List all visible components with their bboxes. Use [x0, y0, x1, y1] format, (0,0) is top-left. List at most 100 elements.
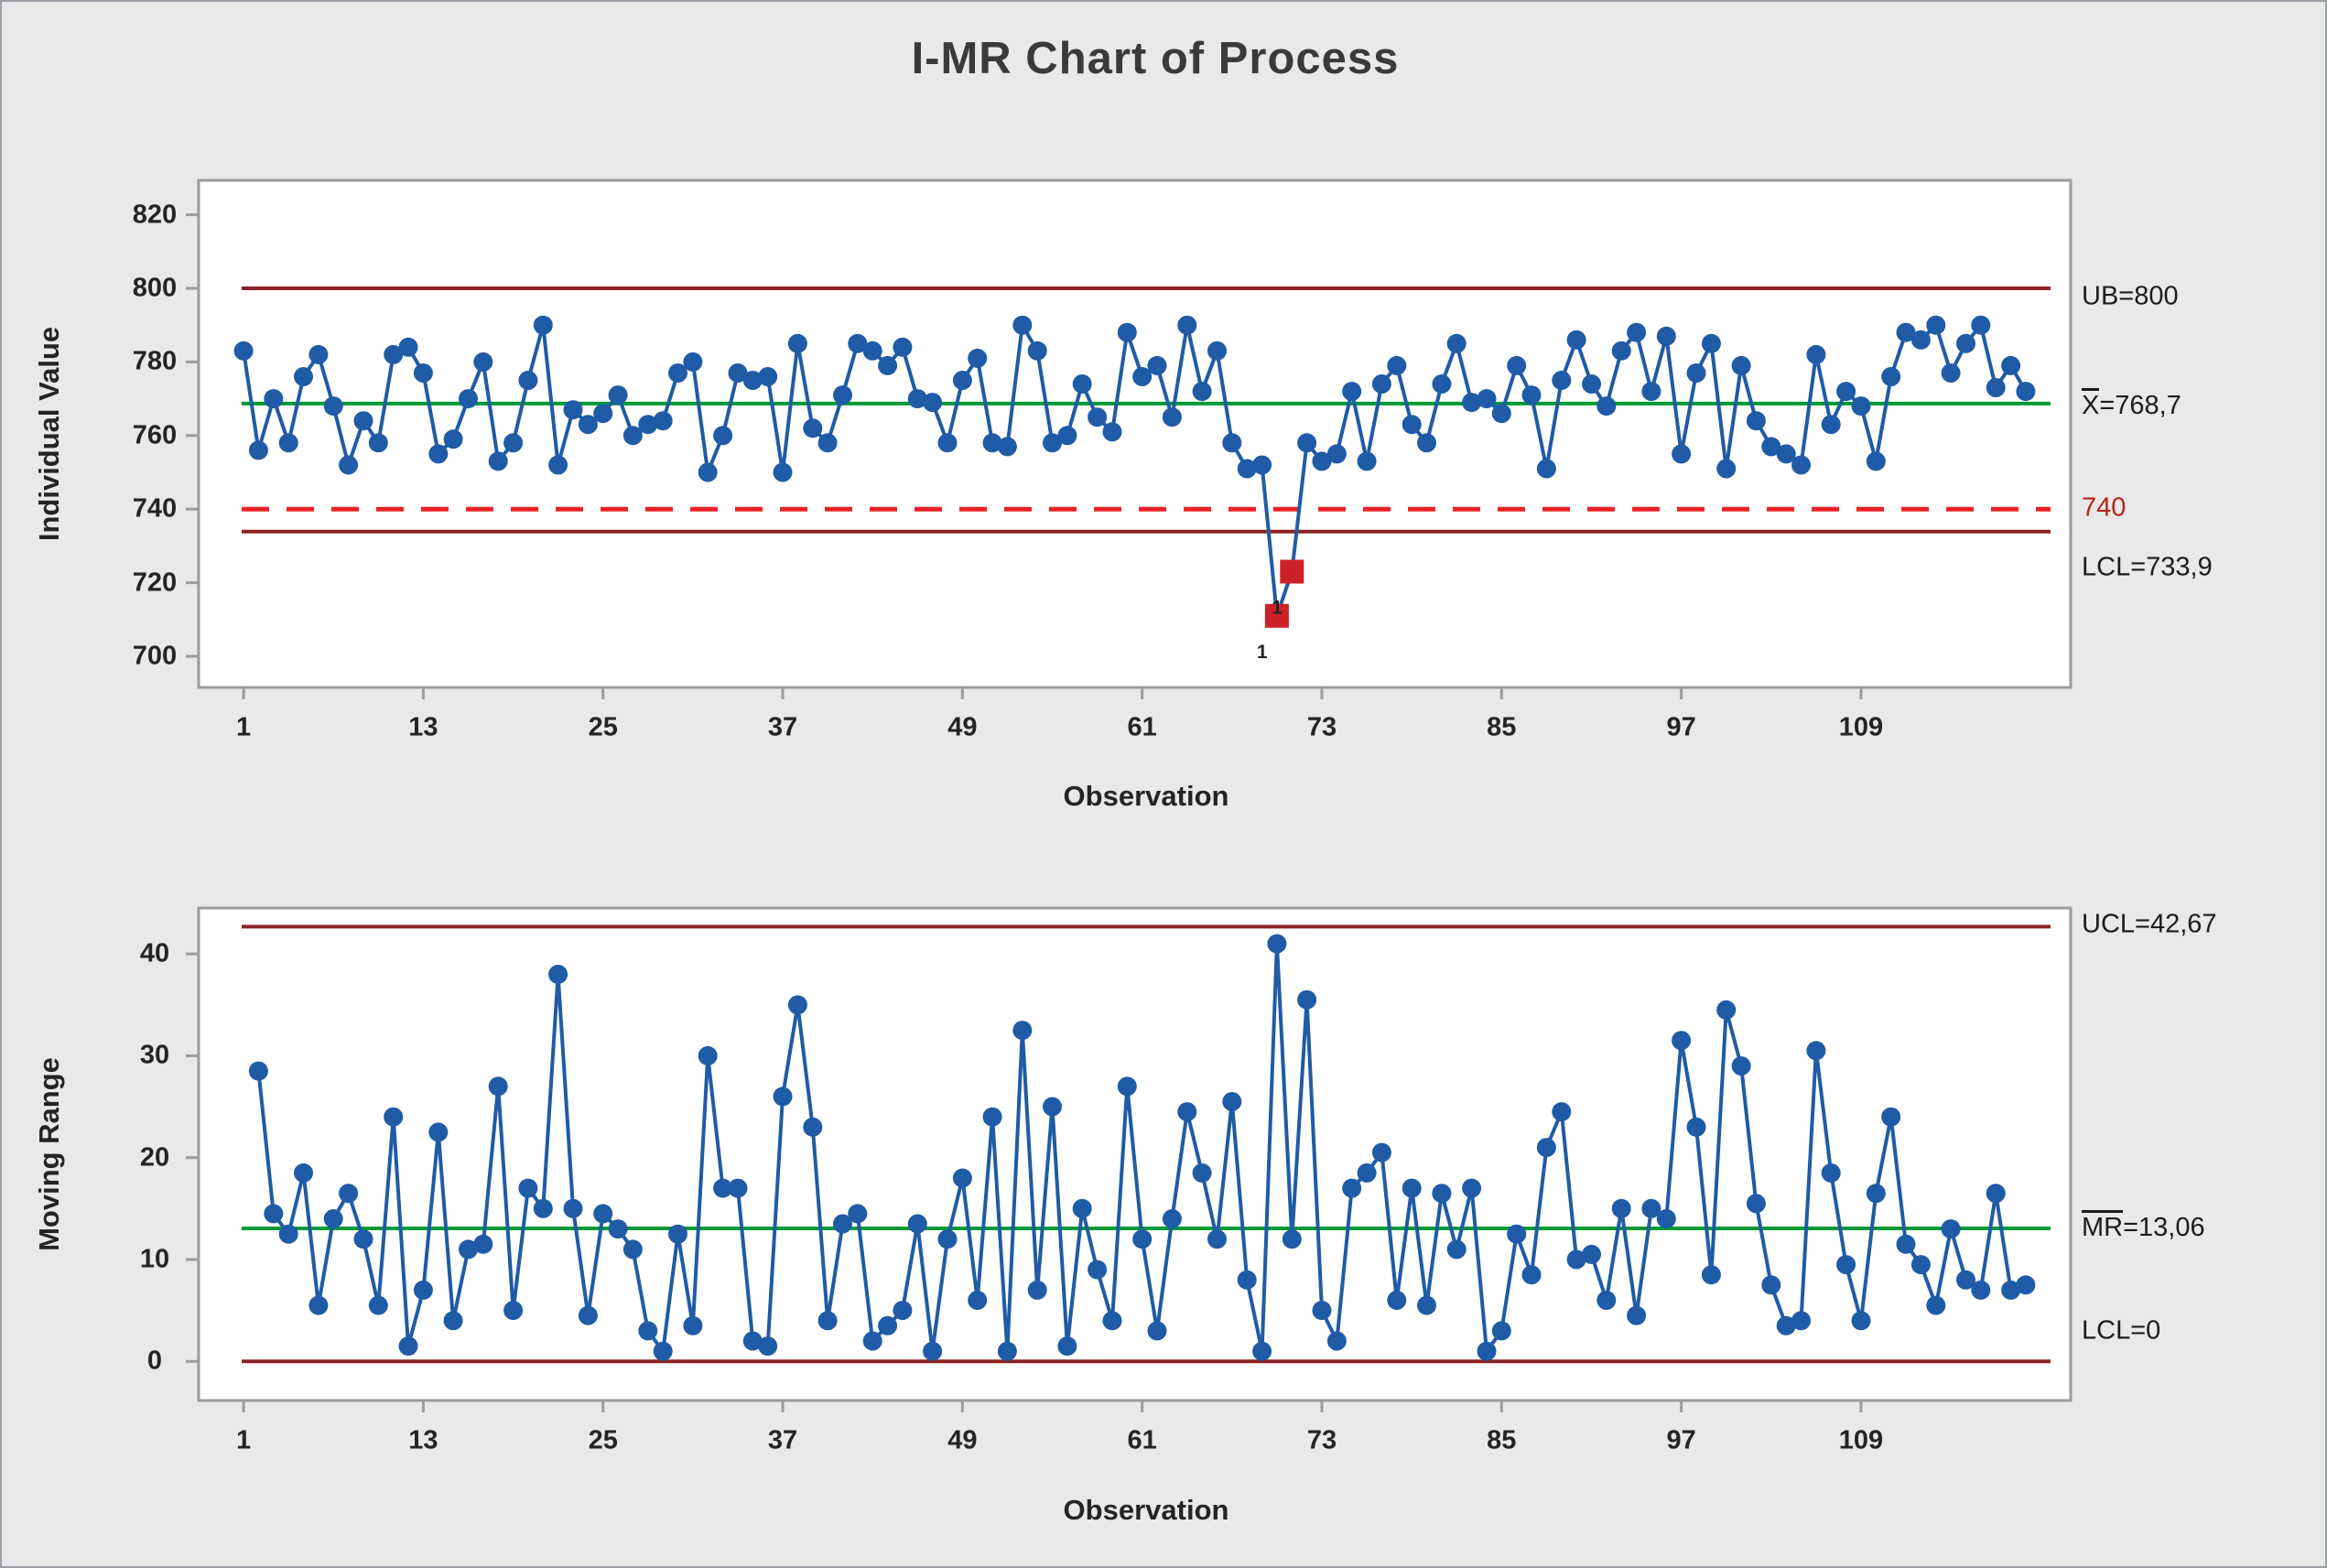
data-point: [578, 415, 598, 435]
i-chart-x-axis-title: Observation: [1063, 780, 1229, 812]
moving-range-chart-x-tick-label: 13: [408, 1425, 438, 1455]
data-point: [1012, 315, 1033, 335]
individuals-chart-x-tick-label: 25: [588, 712, 618, 742]
individuals-chart-x-tick-label: 13: [408, 712, 438, 742]
data-point: [518, 1178, 538, 1198]
data-point: [1297, 433, 1317, 453]
moving-range-chart-y-tick-label: 10: [139, 1244, 170, 1274]
data-point: [1252, 1341, 1272, 1361]
data-point: [1582, 1244, 1601, 1264]
data-point: [1117, 322, 1137, 342]
data-point: [1791, 1311, 1811, 1331]
data-point: [1326, 444, 1347, 464]
data-point: [1866, 451, 1886, 471]
individuals-chart-x-tick-label: 109: [1838, 712, 1884, 742]
data-point: [862, 1331, 882, 1351]
i-chart-y-axis-title: Individual Value: [33, 326, 65, 542]
data-point: [1701, 333, 1721, 353]
data-point: [1402, 415, 1422, 435]
data-point: [1312, 1301, 1332, 1321]
data-point: [1596, 396, 1617, 416]
data-point: [758, 367, 778, 386]
individuals-chart-y-tick-label: 820: [132, 200, 178, 230]
data-point: [1177, 315, 1197, 335]
data-point: [787, 333, 807, 353]
data-point: [1252, 455, 1272, 475]
data-point: [1027, 341, 1047, 361]
data-point: [248, 440, 268, 460]
data-point: [428, 1122, 449, 1142]
data-point: [803, 1117, 823, 1137]
data-point: [1776, 444, 1796, 464]
data-point: [384, 1107, 404, 1127]
data-point: [1326, 1331, 1347, 1351]
data-point: [1851, 396, 1871, 416]
individuals-chart-x-tick-label: 97: [1666, 712, 1696, 742]
data-point: [1881, 367, 1901, 386]
individuals-chart-x-tick-label: 1: [236, 712, 252, 742]
data-point: [1192, 1162, 1212, 1183]
mr-chart-y-axis-title: Moving Range: [33, 1057, 65, 1251]
data-point: [1462, 393, 1482, 413]
data-point: [264, 1204, 284, 1224]
data-point: [1282, 1229, 1302, 1249]
data-point: [2001, 355, 2021, 375]
data-point: [248, 1061, 268, 1081]
data-point: [848, 1204, 868, 1224]
data-point: [503, 1301, 524, 1321]
data-point: [1821, 415, 1841, 435]
data-point: [1641, 382, 1661, 402]
data-point: [1716, 1000, 1737, 1020]
data-point: [1521, 385, 1542, 406]
data-point: [608, 1219, 628, 1239]
data-point: [1746, 1194, 1766, 1214]
data-point: [787, 995, 807, 1015]
data-point: [728, 1178, 748, 1198]
data-point: [1402, 1178, 1422, 1198]
data-point: [1881, 1107, 1901, 1127]
mrbar-value-text: =13,06: [2123, 1213, 2205, 1242]
data-point: [459, 389, 478, 409]
data-point: [997, 1341, 1017, 1361]
data-point: [308, 344, 329, 364]
data-point: [368, 433, 388, 453]
moving-range-chart-y-tick-label: 0: [146, 1346, 163, 1376]
data-point: [1267, 934, 1287, 954]
data-point: [1357, 451, 1377, 471]
data-point: [1102, 1311, 1122, 1331]
data-point: [339, 455, 359, 475]
data-point: [1521, 1265, 1542, 1285]
data-point: [1043, 1097, 1062, 1117]
data-point: [1910, 1255, 1931, 1275]
data-point: [1866, 1184, 1886, 1204]
xbar-value-text: =768,7: [2099, 391, 2181, 420]
individuals-chart-y-tick-label: 700: [132, 641, 178, 671]
data-point: [1731, 355, 1751, 375]
data-point: [443, 429, 463, 449]
data-point: [1611, 1198, 1631, 1218]
data-point: [1731, 1056, 1751, 1076]
data-point: [638, 1321, 658, 1341]
data-point: [1312, 451, 1332, 471]
data-point: [1926, 315, 1946, 335]
data-point: [638, 415, 658, 435]
data-point: [728, 363, 748, 383]
data-point: [1432, 1184, 1452, 1204]
data-point: [428, 444, 449, 464]
data-point: [1686, 363, 1706, 383]
individuals-chart-y-tick-label: 800: [132, 273, 178, 303]
data-point: [473, 351, 493, 372]
moving-range-chart-x-tick-label: 97: [1666, 1425, 1696, 1455]
data-point: [323, 396, 343, 416]
data-point: [1012, 1021, 1033, 1041]
data-point: [1462, 1178, 1482, 1198]
data-point: [578, 1305, 598, 1325]
data-point: [2016, 1275, 2036, 1295]
data-point: [2016, 382, 2036, 402]
data-point: [1387, 1291, 1407, 1310]
data-point: [563, 400, 583, 420]
mrbar-overbar-text: MR: [2082, 1210, 2124, 1241]
data-point: [1672, 444, 1692, 464]
data-point: [968, 348, 988, 368]
data-point: [1207, 341, 1227, 361]
